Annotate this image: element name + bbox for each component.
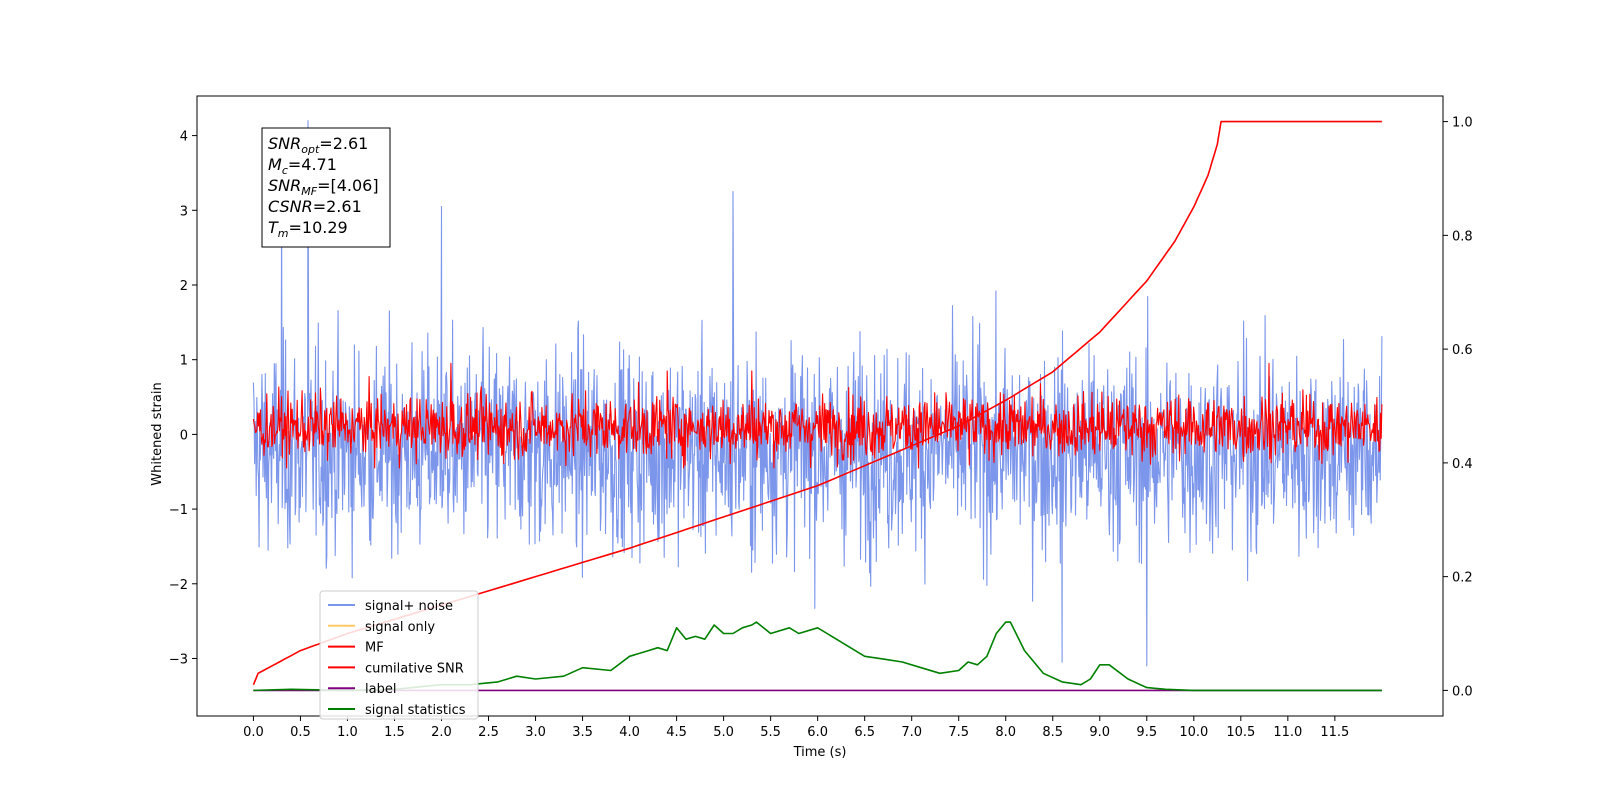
annotation-frame — [261, 127, 391, 248]
y-tick-label: 3 — [180, 204, 188, 219]
x-tick-label: 5.0 — [713, 725, 734, 740]
x-tick-label: 0.0 — [243, 725, 264, 740]
x-tick-label: 9.5 — [1136, 725, 1157, 740]
y-tick-label: −1 — [169, 503, 188, 518]
legend-label: label — [365, 682, 396, 697]
x-tick-label: 0.5 — [290, 725, 311, 740]
x-axis-label: Time (s) — [793, 745, 847, 760]
x-tick-label: 8.5 — [1042, 725, 1063, 740]
legend-label: signal+ noise — [365, 599, 453, 614]
x-axis: 0.0 0.5 1.0 1.5 2.0 2.5 3.0 3.5 4.0 4.5 5.0 5.5 6.0 6… — [243, 716, 1349, 740]
y2-tick-label: 0.8 — [1452, 229, 1473, 244]
x-tick-label: 7.0 — [901, 725, 922, 740]
annotation-line: SNRopt=2.61 — [268, 134, 368, 156]
x-tick-label: 2.0 — [431, 725, 452, 740]
y-tick-label: −2 — [169, 578, 188, 593]
legend-label: MF — [365, 641, 384, 656]
x-tick-label: 6.5 — [854, 725, 875, 740]
x-tick-label: 2.5 — [478, 725, 499, 740]
y2-tick-label: 1.0 — [1452, 116, 1473, 131]
y-tick-label: −3 — [169, 652, 188, 667]
plot-frame — [196, 95, 1444, 717]
y2-tick-label: 0.6 — [1452, 343, 1473, 358]
legend-frame — [319, 590, 479, 720]
x-tick-label: 11.5 — [1320, 725, 1349, 740]
x-tick-label: 7.5 — [948, 725, 969, 740]
x-tick-label: 10.0 — [1179, 725, 1208, 740]
y-tick-label: 4 — [180, 130, 188, 145]
annotation-line: CSNR=2.61 — [268, 197, 362, 216]
y-axis-right: 0.0 0.2 0.4 0.6 0.8 1.0 — [1443, 116, 1473, 699]
y2-tick-label: 0.0 — [1452, 684, 1473, 699]
legend: signal+ noise signal only MF cumilative SNR… — [319, 590, 479, 720]
y-tick-label: 2 — [180, 279, 188, 294]
x-tick-label: 10.5 — [1226, 725, 1255, 740]
series-line-mf — [252, 362, 1383, 469]
annotation-line: Mc=4.71 — [268, 155, 337, 177]
x-tick-label: 5.5 — [760, 725, 781, 740]
annotation-line: SNRMF=[4.06] — [268, 176, 379, 198]
x-tick-label: 9.0 — [1089, 725, 1110, 740]
legend-label: cumilative SNR — [365, 661, 464, 676]
series-line-signal-statistics — [253, 621, 1382, 692]
x-tick-label: 11.0 — [1273, 725, 1302, 740]
y-axis-label: Whitened strain — [150, 382, 165, 485]
x-tick-label: 4.0 — [619, 725, 640, 740]
x-tick-label: 1.0 — [337, 725, 358, 740]
x-tick-label: 4.5 — [666, 725, 687, 740]
y-axis-left: −3 −2 −1 0 1 2 3 4 — [169, 130, 197, 667]
y2-tick-label: 0.4 — [1452, 457, 1473, 472]
y-tick-label: 1 — [180, 354, 188, 369]
x-tick-label: 1.5 — [384, 725, 405, 740]
x-tick-label: 3.5 — [572, 725, 593, 740]
legend-label: signal statistics — [365, 703, 466, 718]
legend-label: signal only — [365, 620, 435, 635]
x-tick-label: 3.0 — [525, 725, 546, 740]
x-tick-label: 8.0 — [995, 725, 1016, 740]
x-tick-label: 6.0 — [807, 725, 828, 740]
annotation-line: Tm=10.29 — [268, 218, 348, 240]
y2-tick-label: 0.2 — [1452, 571, 1473, 586]
y-tick-label: 0 — [180, 428, 188, 443]
